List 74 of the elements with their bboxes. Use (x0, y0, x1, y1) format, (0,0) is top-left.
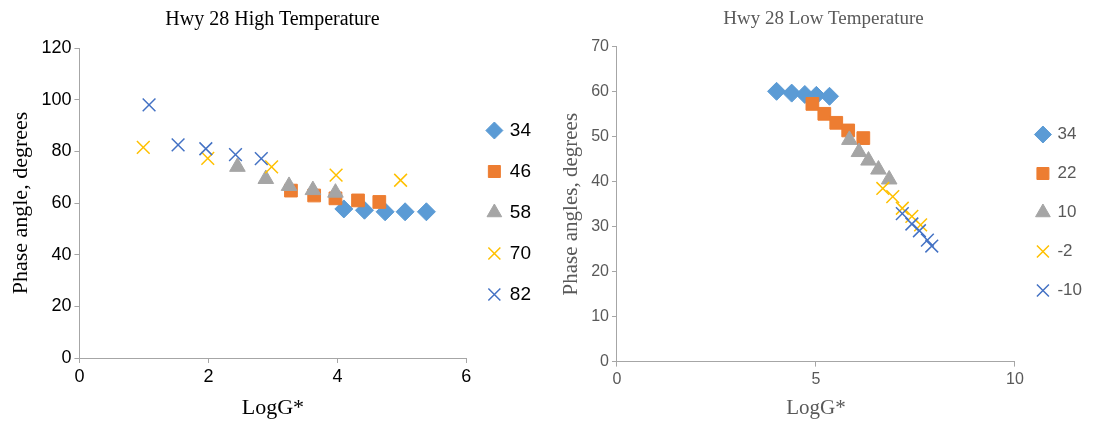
point (817, 106, 832, 121)
legend-label: 34 (1057, 124, 1077, 144)
point (904, 216, 919, 232)
x-axis-title: LogG* (241, 393, 305, 419)
legend-label: 46 (509, 159, 532, 181)
point (136, 140, 151, 155)
point (895, 201, 910, 216)
y-tick-label: 70 (591, 37, 610, 55)
point (841, 130, 858, 145)
legend-label: -10 (1057, 280, 1083, 300)
legend-label: 70 (509, 241, 532, 263)
point (254, 151, 269, 166)
point (328, 167, 344, 183)
y-axis-title: Phase angle, degrees (6, 111, 32, 295)
chart-title: Hwy 28 High Temperature (165, 7, 380, 31)
legend-label: 82 (509, 282, 532, 304)
point (860, 151, 877, 166)
point (805, 97, 820, 111)
y-tick-label: 20 (591, 262, 610, 280)
point (351, 193, 365, 208)
legend-label: 22 (1057, 163, 1077, 183)
y-tick-label: 30 (591, 217, 610, 235)
point (895, 206, 910, 221)
legend-label: 58 (509, 200, 532, 222)
point (912, 223, 927, 238)
y-tick-label: 50 (591, 127, 610, 145)
point (372, 195, 387, 209)
point (829, 115, 844, 130)
point (334, 199, 354, 219)
point (264, 159, 279, 174)
point (819, 86, 839, 106)
point (141, 97, 157, 112)
legend-label: 34 (509, 118, 532, 140)
x-tick-label: 2 (203, 365, 214, 386)
point (767, 81, 787, 101)
point (875, 181, 890, 196)
point (913, 217, 928, 232)
point (850, 142, 868, 158)
x-tick-label: 4 (332, 365, 343, 386)
y-tick-label: 60 (591, 82, 610, 100)
y-tick-label: 40 (591, 172, 610, 190)
point (393, 173, 408, 188)
y-tick-label: 10 (591, 307, 610, 325)
y-tick-label: 40 (51, 243, 72, 264)
x-axis-title: LogG* (786, 394, 846, 419)
legend-label: 10 (1057, 202, 1077, 222)
y-axis-title: Phase angles, degrees (558, 112, 583, 296)
y-tick-label: 80 (51, 140, 72, 161)
point (856, 131, 871, 145)
x-tick-label: 5 (811, 369, 821, 387)
point (885, 189, 900, 204)
y-tick-label: 20 (51, 295, 72, 316)
point (782, 83, 802, 103)
point (416, 202, 436, 222)
x-tick-label: 10 (1006, 369, 1024, 387)
x-tick-label: 0 (612, 369, 622, 387)
point (198, 141, 213, 156)
x-tick-label: 0 (74, 365, 85, 386)
x-tick-label: 6 (461, 365, 472, 386)
point (904, 209, 919, 224)
point (870, 160, 887, 175)
y-tick-label: 120 (41, 36, 72, 57)
point (924, 238, 939, 254)
chart-title: Hwy 28 Low Temperature (723, 7, 924, 29)
point (200, 151, 215, 166)
y-tick-label: 100 (41, 88, 72, 109)
point (170, 137, 186, 152)
y-tick-label: 0 (61, 346, 72, 367)
legend-label: -2 (1057, 241, 1073, 261)
point (395, 202, 415, 222)
y-tick-label: 60 (51, 191, 72, 212)
point (920, 233, 935, 248)
point (228, 147, 243, 162)
y-tick-label: 0 (600, 352, 610, 370)
